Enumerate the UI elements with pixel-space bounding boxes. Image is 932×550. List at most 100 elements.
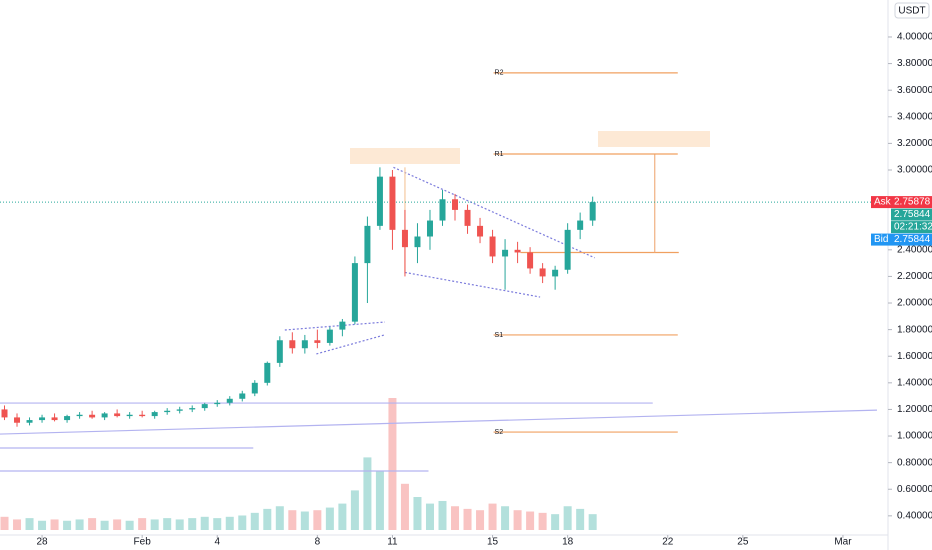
- pivot-label: R1: [495, 151, 504, 158]
- currency-button[interactable]: [894, 2, 930, 19]
- price-tag: [871, 196, 891, 209]
- candle-body: [464, 209, 471, 226]
- volume-bar: [425, 503, 434, 530]
- candle-body: [114, 413, 121, 417]
- currency[interactable]: USDT: [898, 6, 925, 17]
- x-tick-label: 8: [315, 537, 321, 548]
- y-tick-label: 0.60000: [897, 484, 932, 495]
- volume-bar: [263, 508, 272, 530]
- y-tick-label: 3.80000: [897, 58, 932, 69]
- x-tick-label: 25: [737, 537, 749, 548]
- candle-body: [164, 410, 171, 413]
- candle-body: [201, 404, 208, 409]
- candle-body: [326, 329, 333, 343]
- y-tick-label: 2.20000: [897, 271, 932, 282]
- candle-body: [339, 321, 346, 330]
- x-tick-label: 15: [487, 537, 499, 548]
- volume-bar: [350, 490, 359, 530]
- volume-bar: [125, 520, 134, 530]
- x-tick-label: Feb: [134, 537, 152, 548]
- price-tag-value: 2.75844: [894, 234, 931, 245]
- volume-bar: [188, 518, 197, 530]
- candle-body: [401, 229, 408, 248]
- candle-body: [214, 402, 221, 405]
- y-tick-label: 3.60000: [897, 85, 932, 96]
- y-tick-label: 2.40000: [897, 244, 932, 255]
- price-tag: [891, 221, 932, 234]
- volume-bar: [13, 519, 22, 530]
- y-tick-label: 0.40000: [897, 510, 932, 521]
- candle-body: [239, 393, 246, 399]
- volume-bar: [476, 510, 485, 530]
- volume-bar: [513, 510, 522, 530]
- price-tag: [891, 208, 932, 221]
- candle-body: [539, 268, 546, 277]
- candle-body: [39, 417, 46, 421]
- volume-bar: [288, 510, 297, 530]
- price-tag: [891, 233, 932, 246]
- candle-body: [251, 382, 258, 394]
- candle-body: [176, 409, 183, 411]
- candle-body: [189, 408, 196, 410]
- candle-body: [89, 414, 96, 418]
- volume-bar: [213, 518, 222, 530]
- x-tick-label: 22: [662, 537, 674, 548]
- candle-body: [577, 220, 584, 230]
- volume-bar: [451, 506, 460, 530]
- volume-bar: [38, 520, 47, 530]
- y-tick-label: 1.40000: [897, 377, 932, 388]
- candle-body: [426, 220, 433, 237]
- y-tick-label: 4.00000: [897, 32, 932, 43]
- candle-body: [26, 420, 33, 423]
- candle-body: [51, 417, 58, 421]
- volume-bar: [88, 518, 97, 530]
- volume-bar: [163, 518, 172, 530]
- candle-body: [1, 409, 8, 418]
- x-tick-label: 28: [36, 537, 48, 548]
- candle-body: [527, 252, 534, 269]
- trendline: [404, 271, 541, 298]
- volume-bar: [551, 514, 560, 530]
- candle-body: [101, 413, 108, 418]
- candle-body: [364, 225, 371, 264]
- x-tick-label: 18: [562, 537, 574, 548]
- trendline: [284, 321, 385, 331]
- candle-body: [502, 249, 509, 257]
- volume-bar: [438, 500, 447, 530]
- candle-body: [489, 236, 496, 257]
- y-tick-label: 1.80000: [897, 324, 932, 335]
- volume-bar: [50, 519, 59, 530]
- pivot-label: S1: [495, 332, 504, 339]
- trendline: [393, 166, 595, 259]
- volume-bar: [25, 518, 34, 530]
- candle-body: [289, 340, 296, 349]
- volume-bar: [588, 514, 597, 530]
- candle-body: [351, 263, 358, 322]
- volume-bar: [400, 483, 409, 530]
- price-tag: [891, 196, 932, 209]
- volume-bar: [313, 510, 322, 530]
- volume-bar: [75, 519, 84, 530]
- y-tick-label: 1.20000: [897, 404, 932, 415]
- volume-bar: [300, 511, 309, 530]
- volume-bar: [413, 497, 422, 530]
- x-tick-label: 4: [214, 537, 220, 548]
- price-tag-label: Ask: [874, 197, 892, 208]
- candle-body: [552, 269, 559, 277]
- x-tick-label: Mar: [834, 537, 852, 548]
- price-tag-value: 2.75844: [894, 209, 931, 220]
- price-tag-value: 02:21:32: [894, 222, 932, 233]
- candle-body: [14, 417, 21, 423]
- candle-body: [414, 236, 421, 248]
- trendline: [0, 409, 878, 435]
- candle-body: [76, 414, 83, 417]
- volume-bar: [113, 519, 122, 530]
- candle-body: [514, 249, 521, 253]
- volume-bar: [0, 516, 9, 530]
- candle-body: [564, 229, 571, 270]
- volume-bar: [526, 511, 535, 530]
- candle-body: [64, 416, 71, 421]
- price-tag: [871, 233, 891, 246]
- volume-pane: [0, 398, 597, 530]
- annotation-box: [350, 148, 460, 164]
